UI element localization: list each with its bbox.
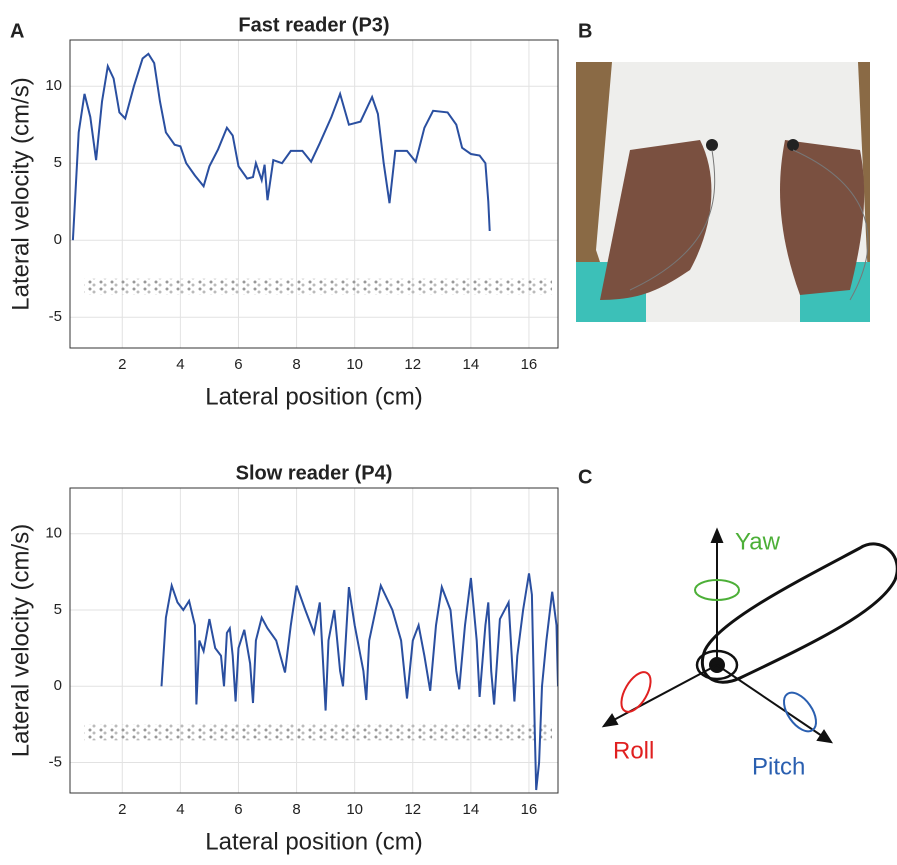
x-tick-label: 8 [292,801,300,818]
axes-frame [69,39,559,349]
y-tick-label: 5 [54,154,62,171]
y-tick-label: -5 [49,308,62,325]
x-tick-label: 10 [346,801,363,818]
x-axis-label: Lateral position (cm) [205,383,422,410]
line-series [71,52,491,241]
x-tick-label: 6 [234,356,242,373]
x-tick-label: 2 [118,356,126,373]
axis-label: Yaw [735,528,781,555]
x-tick-label: 12 [404,801,421,818]
x-tick-label: 14 [463,801,480,818]
y-axis-label: Lateral velocity (cm/s) [7,77,34,310]
panel-label: C [578,466,592,488]
x-tick-label: 12 [404,356,421,373]
y-tick-label: 0 [54,677,62,694]
x-tick-label: 4 [176,801,184,818]
x-tick-label: 6 [234,801,242,818]
axes-frame [69,487,559,794]
panel-label: A [10,20,24,42]
finger-diagram [601,527,897,744]
y-axis-label: Lateral velocity (cm/s) [7,524,34,757]
axis-label: Roll [613,737,654,764]
chart-title: Slow reader (P4) [236,462,393,484]
x-tick-label: 2 [118,801,126,818]
plot-area [70,40,558,348]
y-tick-label: 10 [45,77,62,94]
chart-title: Fast reader (P3) [238,14,389,36]
axis-label: Pitch [752,753,805,780]
panel-label: B [578,20,592,42]
x-tick-label: 10 [346,356,363,373]
x-tick-label: 14 [463,356,480,373]
y-tick-label: 0 [54,231,62,248]
braille-strip [84,724,552,741]
x-tick-label: 4 [176,356,184,373]
line-series [160,573,558,791]
x-tick-label: 16 [521,356,538,373]
photo [576,62,870,322]
x-axis-label: Lateral position (cm) [205,828,422,855]
y-tick-label: 10 [45,525,62,542]
braille-strip [84,278,552,295]
y-tick-label: -5 [49,753,62,770]
x-tick-label: 8 [292,356,300,373]
x-tick-label: 16 [521,801,538,818]
y-tick-label: 5 [54,601,62,618]
